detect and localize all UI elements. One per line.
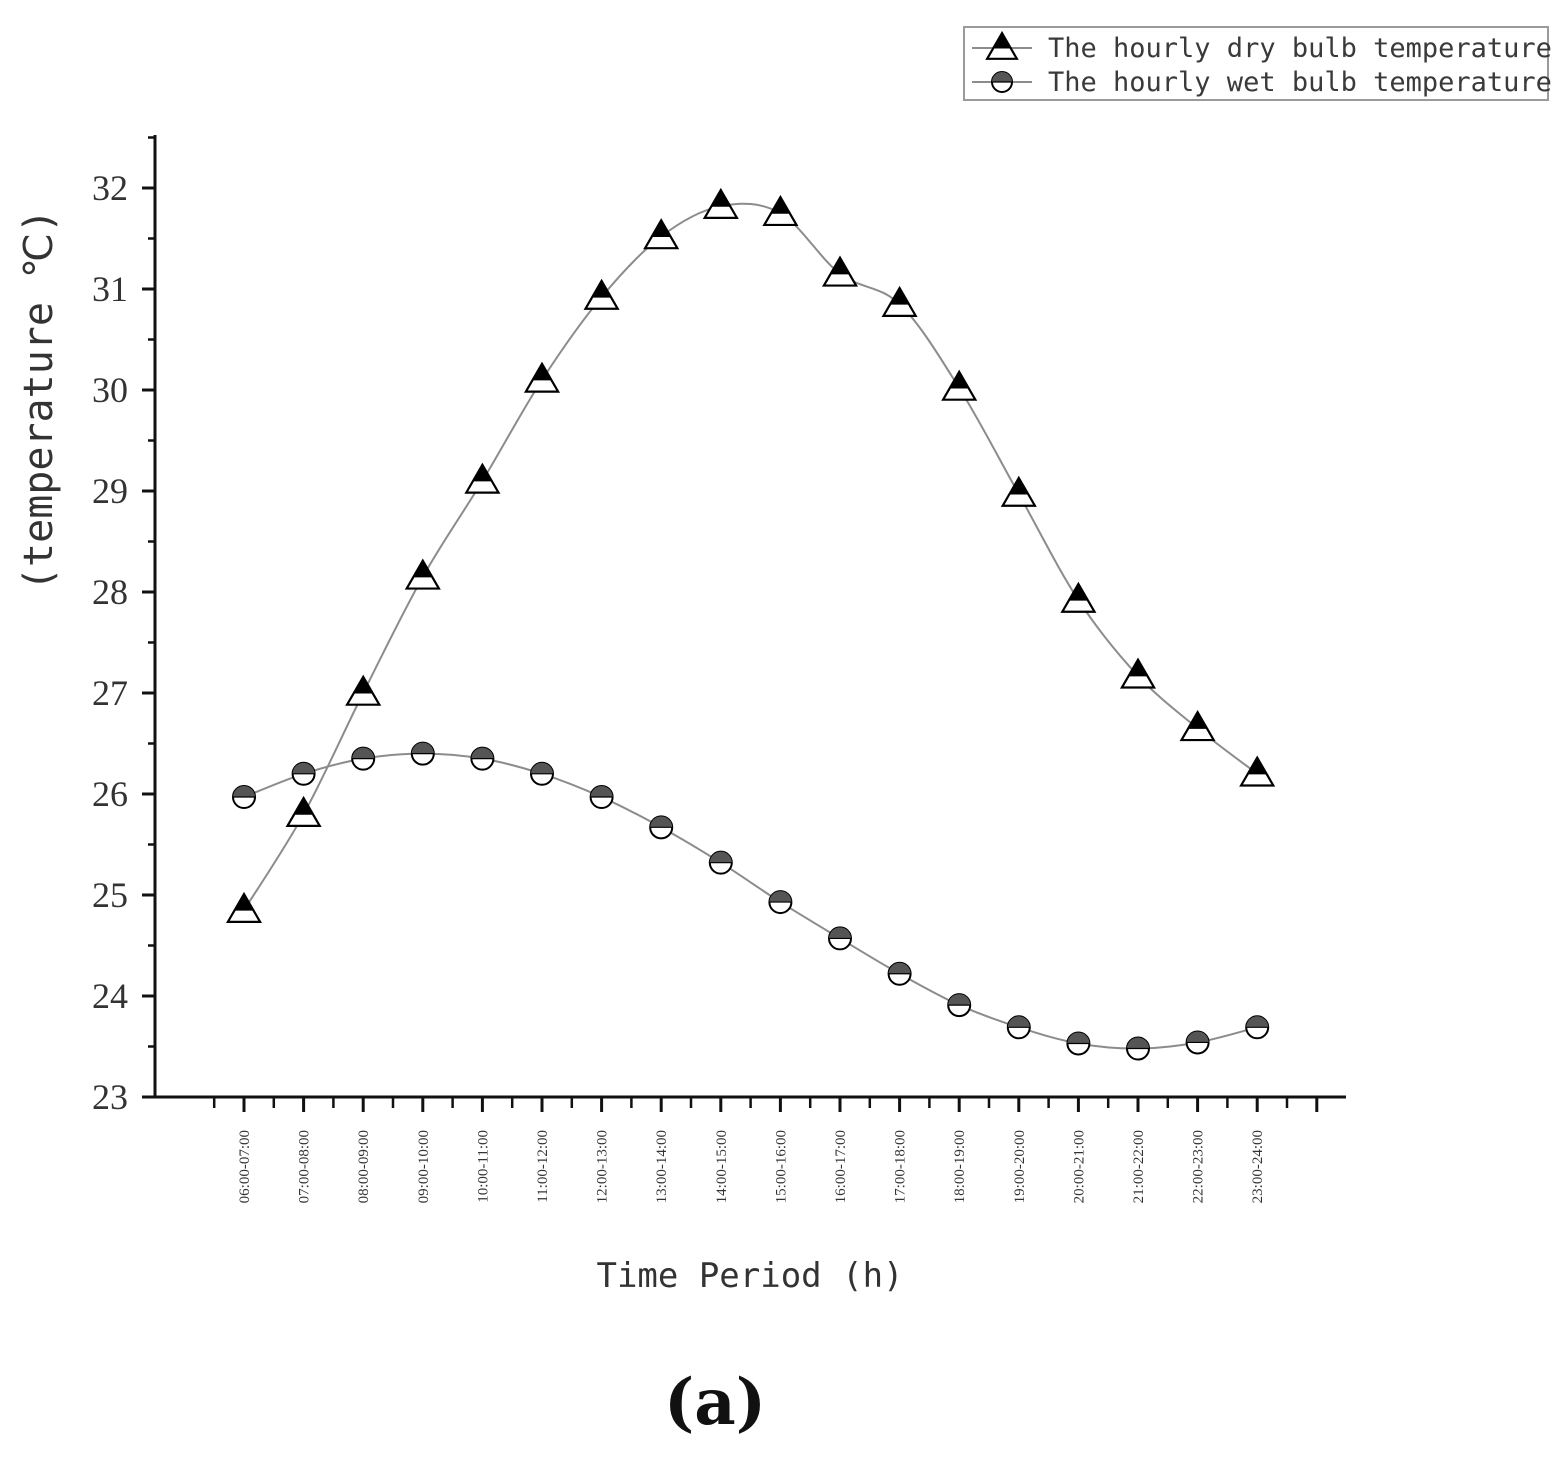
wet-bulb-point	[232, 785, 256, 810]
y-tick-label: 25	[92, 875, 128, 915]
x-tick-label: 23:00-24:00	[1250, 1130, 1266, 1203]
x-tick-label: 07:00-08:00	[297, 1130, 313, 1203]
wet-bulb-point	[708, 850, 733, 875]
wet-bulb-point	[410, 741, 435, 766]
wet-bulb-point	[530, 761, 554, 786]
dry-bulb-point	[643, 218, 680, 250]
dry-bulb-point	[702, 187, 739, 219]
x-axis-title: Time Period (h)	[596, 1256, 903, 1296]
series-dry-bulb	[225, 187, 1276, 923]
y-tick-label: 28	[92, 572, 128, 612]
x-tick-label: 08:00-09:00	[356, 1130, 372, 1203]
y-tick-label: 29	[92, 471, 128, 511]
x-tick-label: 19:00-20:00	[1012, 1130, 1028, 1203]
legend-triangle-marker	[985, 30, 1019, 60]
x-tick-label: 17:00-18:00	[893, 1130, 909, 1203]
dry-bulb-point	[821, 255, 859, 287]
y-axis-title: (temperature ℃)	[16, 209, 62, 591]
wet-bulb-point	[887, 961, 912, 986]
dry-bulb-point	[583, 278, 620, 310]
dry-bulb-point	[881, 285, 918, 317]
x-tick-label: 14:00-15:00	[714, 1130, 730, 1203]
dry-bulb-point	[523, 361, 561, 393]
dry-bulb-point	[285, 795, 322, 828]
x-tick-label: 10:00-11:00	[475, 1130, 491, 1203]
x-tick-label: 20:00-21:00	[1071, 1130, 1087, 1203]
x-tick-label: 18:00-19:00	[952, 1130, 968, 1203]
dry-bulb-point	[762, 194, 799, 227]
legend-circle-marker	[991, 71, 1013, 93]
wet-bulb-line	[243, 752, 1258, 1050]
y-tick-label: 26	[92, 774, 128, 814]
x-tick-label: 22:00-23:00	[1191, 1130, 1207, 1203]
plot-area	[225, 187, 1276, 1061]
wet-bulb-point	[947, 993, 972, 1018]
legend-label: The hourly wet bulb temperature	[1048, 67, 1552, 98]
dry-bulb-point	[941, 369, 978, 401]
series-wet-bulb	[232, 741, 1270, 1061]
y-tick-label: 32	[92, 168, 128, 208]
dry-bulb-point	[1119, 657, 1157, 689]
panel-label: (a)	[664, 1365, 766, 1440]
y-tick-label: 31	[92, 269, 128, 309]
wet-bulb-point	[1185, 1030, 1210, 1055]
wet-bulb-point	[828, 926, 852, 951]
y-tick-label: 27	[92, 673, 128, 713]
x-tick-label: 06:00-07:00	[237, 1130, 253, 1203]
dry-bulb-point	[1179, 710, 1216, 742]
legend-label: The hourly dry bulb temperature	[1048, 33, 1552, 64]
dry-bulb-point	[225, 891, 263, 923]
x-tick-label: 15:00-16:00	[773, 1130, 789, 1203]
legend-frame	[963, 26, 1549, 101]
wet-bulb-point	[1066, 1031, 1091, 1056]
y-tick-label: 23	[92, 1077, 128, 1117]
wet-bulb-point	[768, 890, 793, 915]
x-tick-label: 12:00-13:00	[595, 1130, 611, 1203]
x-tick-label: 13:00-14:00	[654, 1130, 670, 1203]
wet-bulb-point	[1126, 1036, 1150, 1061]
wet-bulb-point	[1006, 1015, 1031, 1040]
dry-bulb-line	[243, 202, 1258, 911]
wet-bulb-point	[1245, 1015, 1270, 1040]
dry-bulb-point	[345, 674, 382, 706]
x-tick-label: 11:00-12:00	[535, 1130, 551, 1203]
x-tick-label: 16:00-17:00	[833, 1130, 849, 1203]
y-tick-label: 30	[92, 370, 128, 410]
wet-bulb-point	[351, 746, 376, 771]
dry-bulb-point	[404, 558, 441, 590]
wet-bulb-point	[291, 761, 316, 786]
x-tick-label: 09:00-10:00	[416, 1130, 432, 1203]
wet-bulb-point	[470, 746, 495, 771]
wet-bulb-point	[589, 785, 614, 810]
dry-bulb-point	[1239, 755, 1276, 787]
dry-bulb-point	[1060, 581, 1097, 613]
wet-bulb-point	[649, 815, 674, 840]
dry-bulb-point	[1000, 475, 1037, 507]
x-tick-label: 21:00-22:00	[1131, 1130, 1147, 1203]
dry-bulb-point	[464, 462, 501, 494]
y-tick-label: 24	[92, 976, 128, 1016]
axes: 23 24 25 26 27 28 29 30 31 32 06:00-07:00 07:00-08…	[92, 135, 1346, 1203]
